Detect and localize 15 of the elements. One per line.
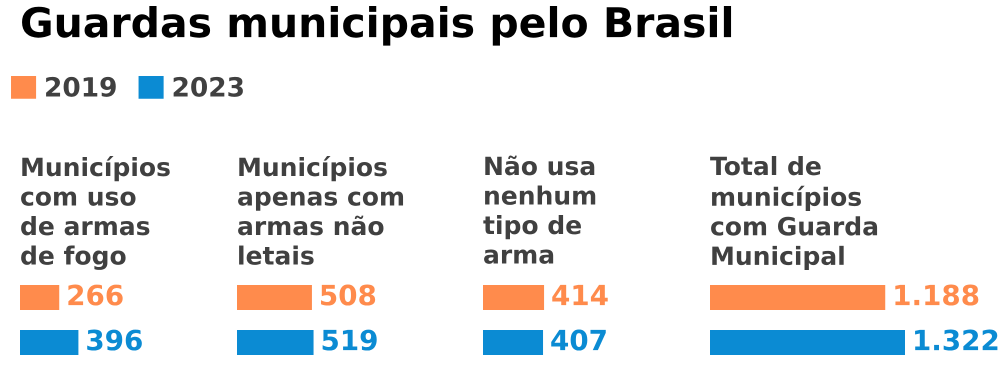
data-label: 508	[321, 284, 376, 306]
chart-title: Municípios apenas com armas não letais	[238, 156, 404, 265]
chart-title: Municípios com uso de armas de fogo	[21, 156, 170, 270]
text: Guardas municipais pelo Brasil	[22, 6, 732, 46]
data-label: 407	[551, 330, 606, 351]
data-label: 414	[552, 284, 608, 306]
chart-title: Total de municípios com Guarda Municipal	[710, 156, 878, 270]
data-label: 1.322	[915, 330, 998, 351]
legend-label: 2023	[174, 76, 243, 97]
legend-label: 2019	[46, 76, 116, 97]
chart-title: Não usa nenhum tipo de arma	[483, 156, 596, 264]
data-label: 266	[68, 284, 123, 306]
data-label: 396	[87, 330, 142, 351]
data-label: 1.188	[895, 284, 978, 306]
data-label: 519	[322, 330, 377, 351]
